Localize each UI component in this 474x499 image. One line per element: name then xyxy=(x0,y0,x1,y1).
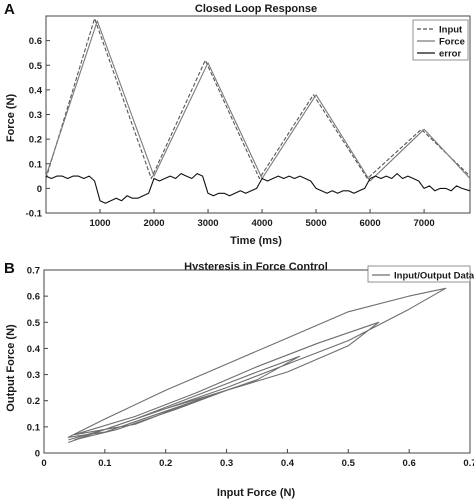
chart-a-plot-frame xyxy=(45,15,471,214)
chart-b-xtick-label: 0.4 xyxy=(281,458,295,469)
chart-b-xtick-label: 0.1 xyxy=(98,458,112,469)
panel-b-label: B xyxy=(4,260,15,277)
chart-a-xtick-label: 4000 xyxy=(251,218,272,229)
chart-b-ytick-label: 0 xyxy=(35,449,40,460)
chart-a-ylabel: Force (N) xyxy=(5,94,17,143)
chart-b-xtick-label: 0.2 xyxy=(159,458,172,469)
chart-a-legend-label: Input xyxy=(439,25,463,36)
chart-b-ytick-label: 0.6 xyxy=(27,292,40,303)
chart-b-legend-box xyxy=(367,265,471,283)
chart-a-ytick-label: 0.1 xyxy=(29,159,43,170)
chart-b-plot-frame xyxy=(43,269,471,454)
chart-b-xtick-label: 0.6 xyxy=(403,458,416,469)
chart-a-xtick-label: 2000 xyxy=(143,218,164,229)
chart-a-ytick-label: 0 xyxy=(37,184,42,195)
chart-a-xtick-label: 3000 xyxy=(197,218,218,229)
chart-b: 0 0.1 0.2 0.3 0.4 0.5 0.6 0.7 0 0.1 0.2 0.3 0.4 0.5 0.… xyxy=(27,266,474,470)
chart-a-ytick-label: -0.1 xyxy=(26,209,43,220)
chart-a: 1000 2000 3000 4000 5000 6000 7000 -0.1 0 0.1 0.2 0… xyxy=(26,15,471,229)
chart-a-ytick-label: 0.5 xyxy=(29,61,43,72)
chart-a-ytick-label: 0.4 xyxy=(29,85,43,96)
chart-b-xtick-label: 0 xyxy=(41,458,46,469)
chart-a-ytick-label: 0.6 xyxy=(29,36,42,47)
chart-a-xtick-label: 5000 xyxy=(305,218,326,229)
chart-a-legend-box xyxy=(412,19,469,61)
chart-a-series-error-line xyxy=(45,173,471,204)
chart-b-ytick-label: 0.3 xyxy=(27,370,40,381)
chart-a-series-input-line xyxy=(45,17,471,180)
chart-b-ylabel: Output Force (N) xyxy=(5,324,17,412)
chart-b-ytick-label: 0.5 xyxy=(27,318,41,329)
chart-a-legend-label: error xyxy=(439,49,461,60)
chart-a-xlabel: Time (ms) xyxy=(230,235,282,247)
chart-a-legend-label: Force xyxy=(439,37,465,48)
chart-b-xtick-label: 0.3 xyxy=(220,458,233,469)
chart-a-xtick-label: 6000 xyxy=(360,218,381,229)
chart-b-legend-label: Input/Output Data. xyxy=(394,271,474,282)
chart-a-ytick-label: 0.2 xyxy=(29,135,42,146)
chart-a-ytick-label: 0.3 xyxy=(29,110,42,121)
chart-a-title: Closed Loop Response xyxy=(195,3,317,15)
chart-b-xtick-label: 0.5 xyxy=(342,458,356,469)
chart-b-ytick-label: 0.1 xyxy=(27,422,41,433)
chart-b-ytick-label: 0.2 xyxy=(27,396,40,407)
chart-a-xtick-label: 7000 xyxy=(414,218,435,229)
chart-b-series-input-output-data-line xyxy=(67,287,447,444)
chart-b-xlabel: Input Force (N) xyxy=(217,487,296,499)
panel-a-label: A xyxy=(4,1,15,18)
chart-b-ytick-label: 0.7 xyxy=(27,266,40,277)
chart-b-legend: Input/Output Data. xyxy=(367,265,474,283)
chart-b-ytick-label: 0.4 xyxy=(27,344,41,355)
chart-a-xtick-label: 1000 xyxy=(89,218,110,229)
chart-b-xtick-label: 0.7 xyxy=(463,458,474,469)
